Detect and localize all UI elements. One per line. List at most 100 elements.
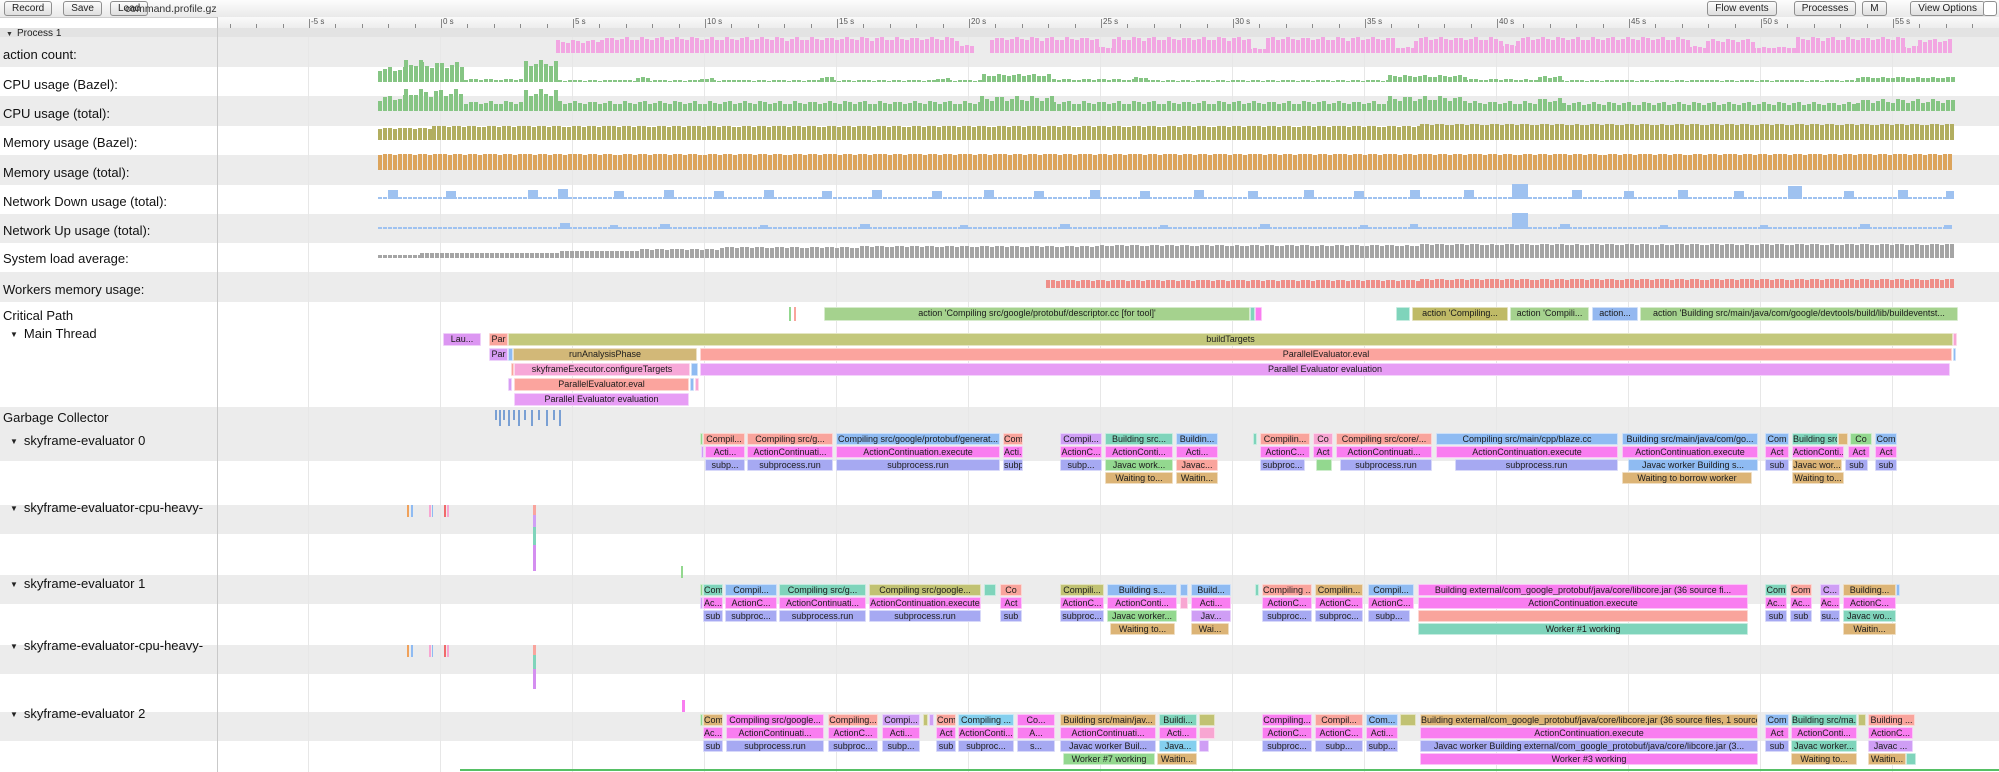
counter-bar[interactable]: [1818, 227, 1822, 229]
counter-bar[interactable]: [578, 154, 582, 170]
counter-bar[interactable]: [1236, 80, 1240, 82]
counter-bar[interactable]: [1206, 80, 1210, 82]
counter-bar[interactable]: [1720, 244, 1724, 258]
counter-spike-bar[interactable]: [822, 191, 832, 199]
counter-bar[interactable]: [1913, 227, 1917, 229]
counter-bar[interactable]: [498, 154, 502, 170]
counter-bar[interactable]: [678, 227, 682, 229]
counter-bar[interactable]: [1868, 197, 1872, 199]
counter-bar[interactable]: [1301, 280, 1305, 288]
counter-bar[interactable]: [1866, 77, 1870, 82]
counter-bar[interactable]: [820, 78, 824, 82]
counter-bar[interactable]: [802, 126, 806, 140]
counter-bar[interactable]: [593, 101, 597, 111]
counter-bar[interactable]: [483, 227, 487, 229]
counter-bar[interactable]: [1322, 126, 1326, 140]
counter-bar[interactable]: [978, 80, 982, 82]
counter-bar[interactable]: [1886, 78, 1890, 82]
counter-spike-bar[interactable]: [1034, 191, 1044, 199]
counter-bar[interactable]: [1863, 154, 1867, 170]
counter-bar[interactable]: [1233, 154, 1237, 170]
counter-bar[interactable]: [830, 77, 834, 82]
trace-bar[interactable]: subproc...: [1060, 610, 1104, 622]
counter-bar[interactable]: [1860, 124, 1864, 140]
counter-bar[interactable]: [1010, 246, 1014, 258]
counter-bar[interactable]: [463, 227, 467, 229]
counter-bar[interactable]: [1950, 279, 1954, 288]
counter-bar[interactable]: [1860, 244, 1864, 258]
counter-bar[interactable]: [1838, 197, 1842, 199]
cpu-heavy-tick[interactable]: [447, 505, 449, 517]
counter-bar[interactable]: [807, 126, 811, 140]
cpu-heavy-tick[interactable]: [533, 527, 536, 545]
counter-bar[interactable]: [1356, 37, 1360, 53]
trace-bar[interactable]: subproc...: [1262, 610, 1312, 622]
counter-bar[interactable]: [1813, 227, 1817, 229]
counter-bar[interactable]: [1168, 227, 1172, 229]
counter-bar[interactable]: [1463, 100, 1467, 111]
counter-bar[interactable]: [1465, 124, 1469, 140]
counter-bar[interactable]: [893, 197, 897, 199]
counter-bar[interactable]: [788, 154, 792, 170]
counter-bar[interactable]: [1503, 154, 1507, 170]
counter-bar[interactable]: [1248, 227, 1252, 229]
counter-bar[interactable]: [1438, 96, 1442, 111]
counter-bar[interactable]: [1102, 101, 1106, 111]
toolbar-button-m[interactable]: M: [1862, 1, 1887, 16]
counter-bar[interactable]: [958, 154, 962, 170]
counter-bar[interactable]: [600, 251, 604, 258]
trace-bar[interactable]: Acti...: [1003, 446, 1023, 458]
trace-bar[interactable]: [700, 714, 703, 726]
counter-bar[interactable]: [1401, 47, 1405, 53]
counter-bar[interactable]: [1440, 279, 1444, 288]
counter-bar[interactable]: [1013, 227, 1017, 229]
counter-bar[interactable]: [1043, 227, 1047, 229]
counter-bar[interactable]: [1192, 40, 1196, 53]
counter-bar[interactable]: [688, 80, 692, 82]
counter-bar[interactable]: [1647, 103, 1651, 111]
counter-bar[interactable]: [1733, 154, 1737, 170]
counter-bar[interactable]: [1470, 279, 1474, 288]
cpu-heavy-tick[interactable]: [444, 645, 446, 657]
counter-bar[interactable]: [1055, 40, 1059, 53]
counter-bar[interactable]: [653, 227, 657, 229]
counter-bar[interactable]: [1450, 279, 1454, 288]
counter-bar[interactable]: [1881, 99, 1885, 111]
counter-bar[interactable]: [1155, 245, 1159, 258]
counter-bar[interactable]: [1815, 124, 1819, 140]
counter-bar[interactable]: [1608, 227, 1612, 229]
counter-bar[interactable]: [608, 101, 612, 111]
trace-bar[interactable]: [1838, 433, 1848, 445]
counter-bar[interactable]: [1801, 39, 1805, 53]
counter-bar[interactable]: [558, 101, 562, 111]
counter-bar[interactable]: [1913, 197, 1917, 199]
counter-bar[interactable]: [1375, 245, 1379, 258]
counter-bar[interactable]: [1618, 227, 1622, 229]
counter-bar[interactable]: [1676, 37, 1680, 53]
counter-bar[interactable]: [1572, 102, 1576, 111]
counter-bar[interactable]: [462, 126, 466, 140]
counter-bar[interactable]: [720, 247, 724, 258]
counter-bar[interactable]: [1419, 38, 1423, 53]
counter-bar[interactable]: [1025, 40, 1029, 53]
counter-bar[interactable]: [1338, 197, 1342, 199]
counter-bar[interactable]: [1401, 280, 1405, 288]
counter-bar[interactable]: [1372, 101, 1376, 111]
counter-bar[interactable]: [927, 80, 931, 82]
counter-bar[interactable]: [783, 103, 787, 111]
counter-bar[interactable]: [1745, 244, 1749, 258]
counter-bar[interactable]: [1430, 244, 1434, 258]
counter-bar[interactable]: [1271, 280, 1275, 288]
counter-bar[interactable]: [1606, 37, 1610, 53]
counter-bar[interactable]: [1831, 37, 1835, 53]
counter-bar[interactable]: [812, 126, 816, 140]
counter-bar[interactable]: [1603, 227, 1607, 229]
counter-bar[interactable]: [1693, 46, 1697, 53]
counter-bar[interactable]: [752, 80, 756, 82]
counter-bar[interactable]: [596, 42, 600, 53]
counter-bar[interactable]: [1470, 244, 1474, 258]
counter-bar[interactable]: [1278, 154, 1282, 170]
counter-bar[interactable]: [723, 227, 727, 229]
counter-bar[interactable]: [813, 154, 817, 170]
counter-bar[interactable]: [758, 197, 762, 199]
